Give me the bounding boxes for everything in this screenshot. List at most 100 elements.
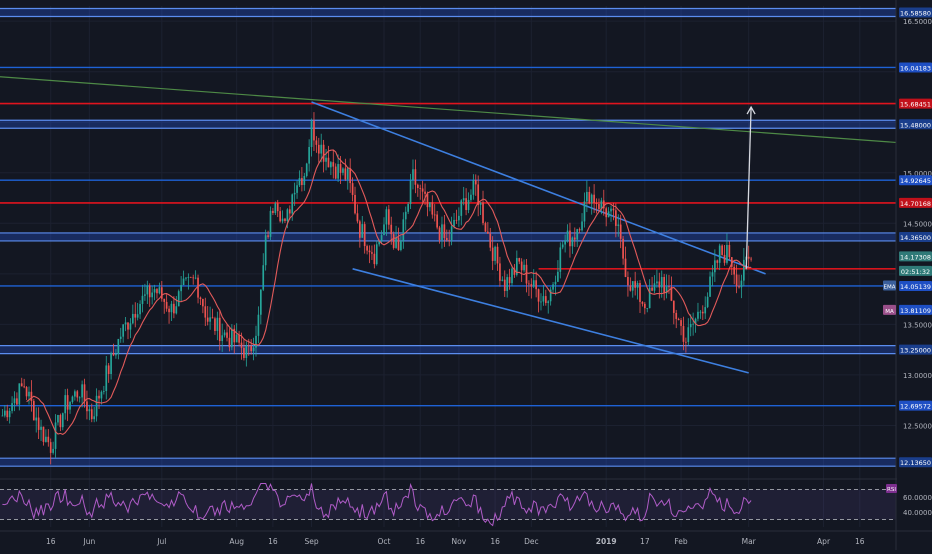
candle-body <box>716 260 719 263</box>
candle-body <box>344 168 347 180</box>
candle-body <box>571 237 574 247</box>
price-level-tag-label: 15.68451 <box>900 101 931 109</box>
candle-body <box>158 287 161 294</box>
candle-body <box>23 386 25 388</box>
candle-body <box>598 204 600 210</box>
candle-body <box>714 260 716 273</box>
candle-body <box>3 410 6 416</box>
candle-body <box>407 204 409 212</box>
candle-body <box>610 208 612 212</box>
candle-body <box>733 266 736 275</box>
candle-body <box>100 391 103 399</box>
candle-body <box>98 395 100 399</box>
candle-body <box>226 332 228 338</box>
price-level-tag <box>899 119 932 130</box>
price-level-tag <box>899 251 932 262</box>
candle-body <box>262 265 265 290</box>
candle-body <box>216 317 219 331</box>
candle-body <box>194 277 197 279</box>
candle-body <box>540 301 542 303</box>
candle-body <box>45 436 47 442</box>
candle-body <box>332 162 335 167</box>
price-level-tag-label: 16.04183 <box>900 64 931 72</box>
candle-body <box>124 322 127 325</box>
candle-body <box>660 277 663 288</box>
candle-body <box>651 287 653 291</box>
candle-body <box>151 292 153 298</box>
candle-body <box>117 338 120 354</box>
candle-body <box>247 345 250 347</box>
time-axis[interactable]: 16 Jun Jul Aug 16 Sep Oct 16 Nov 16 Dec 2019 17 Feb Ma… <box>0 530 932 546</box>
time-tick-label: 16 <box>46 537 56 546</box>
price-level-tag <box>899 231 932 242</box>
candle-body <box>298 178 301 186</box>
candle-body <box>672 300 675 313</box>
grid-layer <box>0 6 896 527</box>
candle-body <box>687 327 690 342</box>
candle-body <box>532 280 535 287</box>
candle-body <box>250 345 253 352</box>
candle-body <box>28 391 30 397</box>
candle-body <box>554 281 557 285</box>
candle-body <box>264 235 267 266</box>
price-tick-label: 12.5000 <box>903 422 932 430</box>
candle-body <box>494 246 496 261</box>
price-level-tag-label: 12.69572 <box>900 403 931 411</box>
candle-body <box>390 224 393 235</box>
candle-body <box>327 157 330 168</box>
candle-body <box>173 303 175 314</box>
rsi-band <box>0 489 896 520</box>
trendline-green <box>0 76 897 144</box>
candle-body <box>8 410 11 418</box>
candle-body <box>64 395 67 414</box>
candle-body <box>474 180 477 185</box>
candle-body <box>175 306 178 314</box>
candle-body <box>88 409 91 412</box>
candle-body <box>228 337 231 348</box>
rsi-pane <box>0 478 932 527</box>
time-tick-label: 17 <box>640 537 650 546</box>
candle-body <box>235 334 238 343</box>
candle-body <box>395 237 397 248</box>
price-tick-label: 14.5000 <box>903 220 932 228</box>
candle-body <box>636 283 639 288</box>
rsi-line <box>2 482 752 527</box>
candle-body <box>573 237 576 240</box>
candle-body <box>552 284 554 290</box>
candle-body <box>334 166 337 179</box>
time-tick-label: Dec <box>524 537 539 546</box>
candle-body <box>643 303 646 309</box>
price-axis[interactable]: 16.5000 15.0000 14.5000 13.5000 13.0000 12.50… <box>883 0 932 550</box>
candle-body <box>221 335 224 342</box>
rsi-tag-label: RSI <box>887 487 896 493</box>
trendline-blue <box>352 268 749 374</box>
candle-body <box>257 314 260 336</box>
time-tick-label: Nov <box>452 537 467 546</box>
candle-body <box>218 317 221 342</box>
candle-body <box>450 226 453 241</box>
candle-body <box>549 289 552 302</box>
candle-body <box>61 413 64 428</box>
candle-body <box>252 347 255 352</box>
candle-body <box>747 256 750 259</box>
support-zone <box>0 232 896 241</box>
candle-body <box>380 235 383 241</box>
candle-body <box>284 218 286 222</box>
candle-body <box>1 415 4 417</box>
candle-body <box>337 164 339 179</box>
candle-body <box>279 211 281 222</box>
candle-body <box>542 296 545 302</box>
candle-body <box>182 278 185 286</box>
candle-body <box>513 268 516 275</box>
candle-body <box>583 201 586 222</box>
price-level-tag-label: 15.48000 <box>900 121 931 129</box>
time-tick-label: 2019 <box>596 537 617 546</box>
candle-body <box>424 191 426 194</box>
candle-body <box>6 410 9 418</box>
candle-body <box>622 238 624 259</box>
candle-body <box>59 415 62 428</box>
candle-body <box>404 211 407 220</box>
price-level-tag <box>899 457 932 468</box>
candle-body <box>421 188 424 192</box>
